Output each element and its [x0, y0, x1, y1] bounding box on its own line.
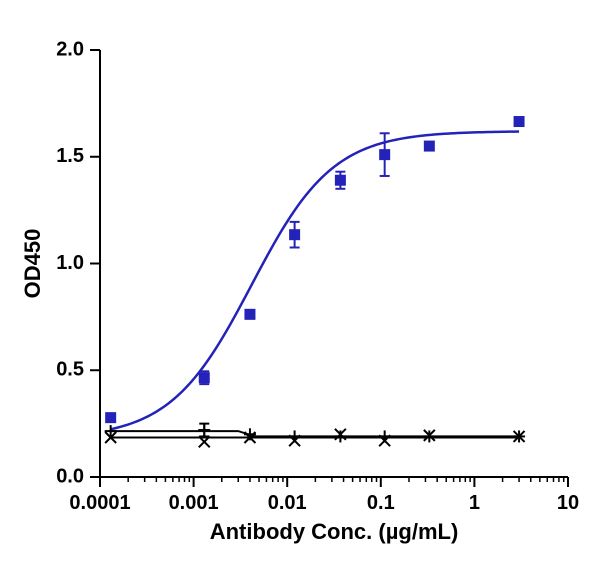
x-axis-label: Antibody Conc. (µg/mL): [210, 519, 459, 544]
x-tick-label: 0.0001: [69, 492, 130, 514]
y-tick-label: 1.5: [56, 145, 84, 167]
x-tick-label: 1: [469, 492, 480, 514]
x-tick-label: 0.1: [367, 492, 395, 514]
x-tick-label: 10: [557, 492, 579, 514]
x-tick-label: 0.001: [169, 492, 219, 514]
y-tick-label: 1.0: [56, 252, 84, 274]
dose-response-chart: 0.0 0.5 1.0 1.5 2.0 0.0001 0.001 0.01 0.1 1 10 OD45…: [0, 0, 603, 582]
x-tick-label: 0.01: [268, 492, 307, 514]
y-tick-label: 0.5: [56, 359, 84, 381]
y-tick-label: 2.0: [56, 38, 84, 60]
chart-container: 0.0 0.5 1.0 1.5 2.0 0.0001 0.001 0.01 0.1 1 10 OD45…: [0, 0, 603, 582]
y-axis-label: OD450: [20, 229, 45, 299]
y-tick-label: 0.0: [56, 465, 84, 487]
